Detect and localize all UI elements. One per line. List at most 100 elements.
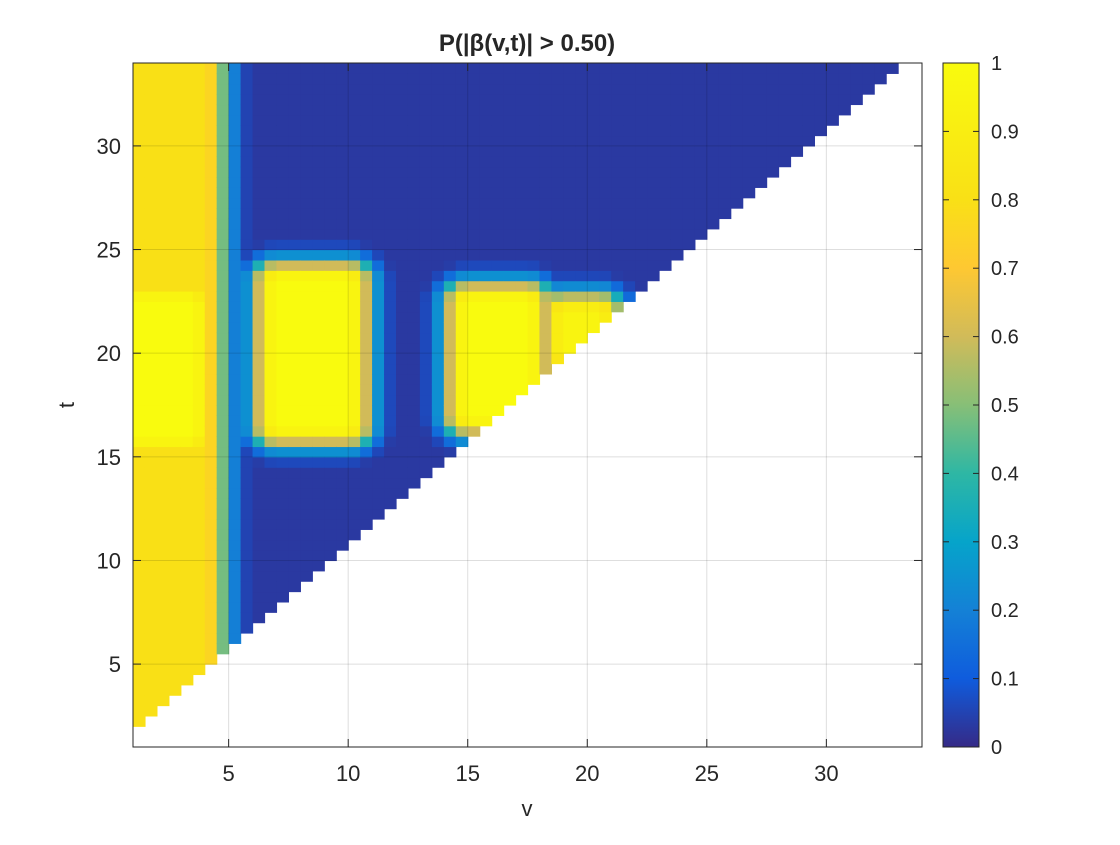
heat-cell — [288, 166, 301, 178]
heat-cell — [300, 436, 313, 448]
heat-cell — [192, 208, 206, 220]
heat-cell — [599, 73, 612, 85]
heat-cell — [611, 187, 624, 199]
heat-cell — [192, 477, 206, 489]
heat-cell — [431, 228, 445, 240]
heat-cell — [467, 83, 481, 95]
heat-cell — [192, 280, 206, 292]
heat-cell — [144, 570, 158, 582]
heat-cell — [491, 73, 505, 85]
heat-cell — [144, 519, 158, 530]
heat-cell — [276, 467, 289, 479]
heat-cell — [228, 633, 242, 644]
heat-cell — [288, 187, 301, 199]
heat-cell — [168, 187, 182, 199]
heat-cell — [539, 363, 552, 375]
heat-cell — [587, 259, 600, 271]
heat-cell — [348, 208, 361, 220]
heat-cell — [180, 156, 194, 168]
heat-cell — [192, 218, 206, 230]
heat-cell — [694, 177, 708, 188]
heat-cell — [443, 394, 457, 406]
heat-cell — [694, 135, 708, 147]
heat-cell — [156, 529, 170, 541]
heat-cell — [192, 353, 206, 365]
heat-cell — [419, 425, 433, 437]
heat-cell — [156, 581, 170, 593]
heat-cell — [336, 63, 349, 74]
heat-cell — [599, 114, 612, 126]
heat-cell — [443, 83, 457, 95]
heat-cell — [384, 322, 397, 334]
heat-cell — [407, 228, 421, 240]
heat-cell — [407, 456, 421, 468]
heat-cell — [372, 446, 385, 458]
heat-cell — [647, 135, 660, 147]
colorbar-tick-label: 0.9 — [991, 121, 1019, 143]
heat-cell — [706, 125, 720, 137]
heat-cell — [360, 166, 373, 178]
heat-cell — [240, 135, 254, 147]
heat-cell — [144, 529, 158, 541]
heat-cell — [407, 145, 421, 157]
heat-cell — [276, 197, 289, 209]
heat-cell — [312, 104, 325, 116]
heat-cell — [228, 291, 242, 302]
heat-cell — [575, 280, 588, 292]
heat-cell — [623, 197, 636, 209]
heat-cell — [240, 612, 254, 624]
heat-cell — [133, 684, 146, 696]
heat-cell — [467, 353, 481, 365]
heat-cell — [276, 166, 289, 178]
heat-cell — [431, 301, 445, 313]
heat-cell — [623, 83, 636, 95]
heat-cell — [133, 643, 146, 655]
heat-cell — [276, 322, 289, 334]
heat-cell — [647, 228, 660, 240]
heat-cell — [407, 394, 421, 406]
heat-cell — [216, 467, 230, 479]
heat-cell — [156, 425, 170, 437]
heat-cell — [180, 487, 194, 499]
heat-cell — [407, 436, 421, 448]
heat-cell — [133, 373, 146, 385]
heat-cell — [503, 94, 517, 106]
heat-cell — [503, 166, 517, 178]
heat-cell — [372, 384, 385, 396]
heat-cell — [133, 135, 146, 147]
heat-cell — [443, 249, 457, 261]
heat-cell — [156, 73, 170, 85]
heat-cell — [635, 270, 648, 282]
heat-cell — [718, 73, 732, 85]
heat-cell — [216, 591, 230, 603]
heat-cell — [216, 633, 230, 644]
heat-cell — [503, 270, 517, 282]
heat-cell — [228, 166, 242, 178]
heat-cell — [156, 270, 170, 282]
heat-cell — [527, 363, 541, 375]
heat-cell — [527, 249, 541, 261]
heat-cell — [431, 83, 445, 95]
heat-cell — [431, 125, 445, 137]
heat-cell — [264, 405, 278, 416]
heat-cell — [479, 322, 493, 334]
heat-cell — [204, 425, 218, 437]
heat-cell — [168, 684, 182, 696]
heat-cell — [336, 477, 349, 489]
heat-cell — [276, 280, 289, 292]
heat-cell — [276, 156, 289, 168]
heat-cell — [156, 612, 170, 624]
heat-cell — [180, 519, 194, 530]
heat-cell — [216, 373, 230, 385]
heat-cell — [587, 280, 600, 292]
heat-cell — [312, 384, 325, 396]
heat-cell — [133, 73, 146, 85]
heat-cell — [300, 405, 313, 416]
heat-cell — [348, 156, 361, 168]
heat-cell — [216, 259, 230, 271]
heat-cell — [180, 446, 194, 458]
heat-cell — [455, 145, 469, 157]
colorbar-tick-label: 0 — [991, 737, 1002, 759]
heat-cell — [276, 415, 289, 427]
heat-cell — [455, 259, 469, 271]
